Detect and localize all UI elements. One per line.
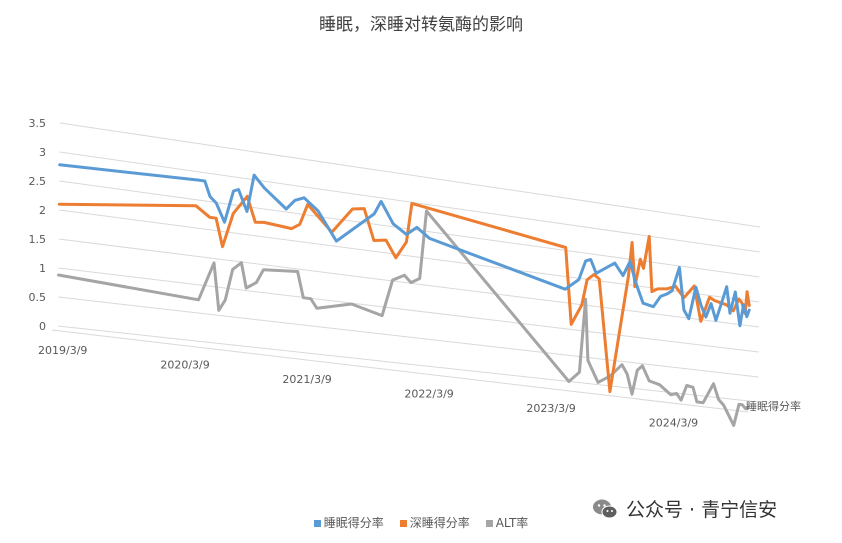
x-tick-label: 2019/3/9: [38, 344, 87, 357]
depth-axis-label: 睡眠得分率: [746, 399, 801, 413]
legend-label: ALT率: [495, 516, 529, 530]
gridlines: [51, 122, 761, 413]
gridline: [60, 122, 761, 228]
x-tick-label: 2024/3/9: [649, 417, 698, 430]
y-tick-label: 1.5: [29, 233, 47, 246]
gridline: [59, 151, 760, 253]
gridline: [58, 238, 759, 328]
y-tick-label: 1: [39, 262, 46, 275]
gridline: [58, 296, 759, 378]
gridline: [59, 209, 760, 303]
legend-swatch: [399, 520, 407, 527]
y-tick-label: 0.5: [29, 291, 47, 304]
floor-line: [51, 329, 749, 413]
y-tick-label: 3: [39, 146, 46, 159]
y-tick-label: 2: [39, 204, 46, 217]
x-tick-label: 2023/3/9: [526, 402, 575, 415]
gridline: [57, 325, 759, 403]
x-tick-label: 2020/3/9: [160, 359, 209, 372]
series-line: [57, 194, 751, 394]
series-line: [58, 163, 751, 328]
legend-item: 睡眠得分率: [313, 514, 384, 531]
y-axis-ticks: 0 0.5 1 1.5 2 2.5 3 3.5: [29, 117, 47, 333]
wechat-icon: [593, 499, 618, 518]
chart-title: 睡眠，深睡对转氨酶的影响: [319, 15, 523, 35]
legend-item: 深睡得分率: [399, 514, 470, 531]
x-axis-ticks: 2019/3/9 2020/3/9 2021/3/9 2022/3/9 2023/3/9…: [38, 344, 698, 430]
legend: 睡眠得分率 深睡得分率 ALT率: [0, 514, 842, 531]
legend-swatch: [313, 520, 321, 527]
watermark-text: 公众号 · 青宁信安: [626, 499, 778, 521]
gridline: [58, 267, 759, 353]
legend-label: 睡眠得分率: [323, 516, 384, 530]
watermark: 公众号 · 青宁信安: [592, 495, 777, 522]
y-tick-label: 3.5: [29, 117, 47, 130]
legend-swatch: [485, 520, 493, 527]
y-tick-label: 0: [39, 320, 46, 333]
legend-label: 深睡得分率: [409, 516, 470, 530]
y-tick-label: 2.5: [29, 175, 47, 188]
series-line: [57, 209, 750, 427]
x-tick-label: 2022/3/9: [404, 388, 453, 401]
legend-item: ALT率: [485, 514, 529, 531]
x-tick-label: 2021/3/9: [282, 373, 331, 386]
series-lines: [57, 163, 751, 427]
